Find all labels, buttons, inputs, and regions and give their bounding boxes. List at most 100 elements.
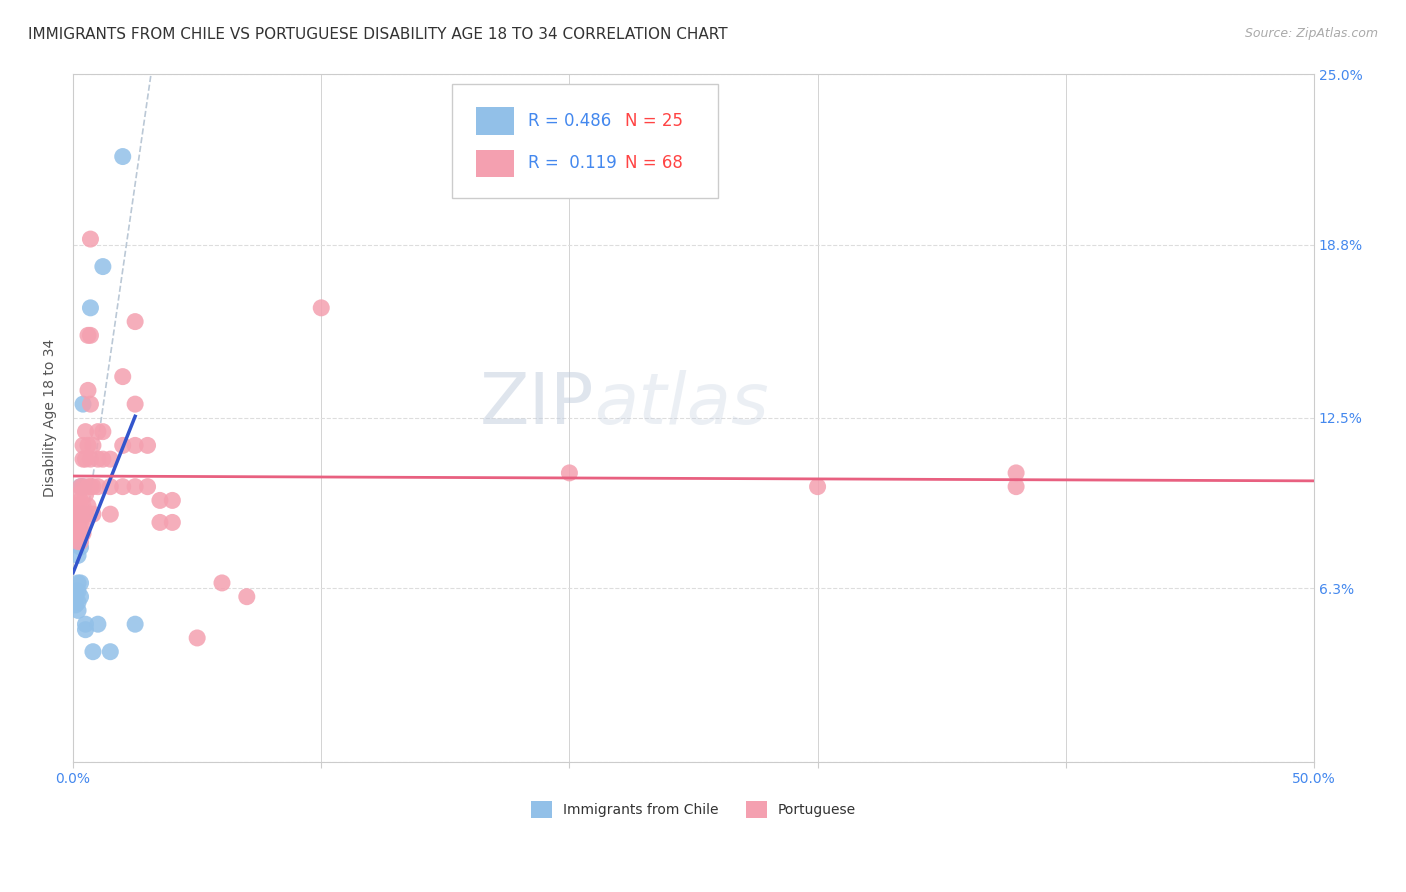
Point — [82, 645, 104, 659]
Point — [111, 438, 134, 452]
Point — [98, 480, 121, 494]
Point — [87, 452, 110, 467]
Point — [98, 645, 121, 659]
Point — [72, 397, 94, 411]
Point — [87, 480, 110, 494]
Point — [67, 507, 90, 521]
Point — [111, 369, 134, 384]
Point — [77, 384, 100, 398]
Point — [136, 438, 159, 452]
Legend: Immigrants from Chile, Portuguese: Immigrants from Chile, Portuguese — [526, 796, 862, 823]
Point — [65, 507, 87, 521]
Point — [67, 534, 90, 549]
Point — [79, 480, 101, 494]
Point — [77, 438, 100, 452]
Point — [1005, 480, 1028, 494]
Point — [72, 480, 94, 494]
Point — [558, 466, 581, 480]
Point — [77, 328, 100, 343]
Point — [72, 438, 94, 452]
FancyBboxPatch shape — [477, 107, 513, 135]
Point — [91, 452, 114, 467]
Text: R = 0.486: R = 0.486 — [529, 112, 612, 129]
Point — [79, 328, 101, 343]
Point — [67, 499, 90, 513]
Point — [67, 526, 90, 541]
Point — [124, 438, 146, 452]
Point — [72, 516, 94, 530]
Point — [67, 549, 90, 563]
Point — [72, 452, 94, 467]
Text: R =  0.119: R = 0.119 — [529, 154, 617, 172]
Point — [67, 488, 90, 502]
Point — [186, 631, 208, 645]
Point — [72, 526, 94, 541]
Point — [82, 480, 104, 494]
Point — [69, 590, 91, 604]
Point — [79, 452, 101, 467]
Point — [87, 617, 110, 632]
Text: N = 25: N = 25 — [626, 112, 683, 129]
Point — [65, 516, 87, 530]
Point — [69, 540, 91, 554]
Point — [1005, 466, 1028, 480]
Point — [82, 438, 104, 452]
Point — [79, 301, 101, 315]
Point — [77, 480, 100, 494]
Point — [149, 516, 172, 530]
FancyBboxPatch shape — [451, 85, 718, 198]
Text: N = 68: N = 68 — [626, 154, 683, 172]
Point — [65, 499, 87, 513]
Point — [75, 617, 97, 632]
Point — [806, 480, 828, 494]
Point — [124, 397, 146, 411]
Point — [236, 590, 259, 604]
Point — [72, 507, 94, 521]
Point — [65, 526, 87, 541]
Point — [67, 507, 90, 521]
Point — [67, 576, 90, 591]
Point — [309, 301, 332, 315]
Point — [124, 617, 146, 632]
Point — [91, 260, 114, 274]
Point — [149, 493, 172, 508]
Point — [75, 488, 97, 502]
Point — [75, 623, 97, 637]
Point — [69, 480, 91, 494]
Text: ZIP: ZIP — [479, 369, 595, 439]
Text: Source: ZipAtlas.com: Source: ZipAtlas.com — [1244, 27, 1378, 40]
Point — [69, 526, 91, 541]
Point — [69, 507, 91, 521]
Point — [91, 425, 114, 439]
Point — [65, 584, 87, 599]
Text: atlas: atlas — [595, 369, 769, 439]
Point — [72, 480, 94, 494]
Point — [77, 499, 100, 513]
Point — [162, 516, 184, 530]
Point — [65, 598, 87, 612]
Point — [87, 425, 110, 439]
Point — [111, 480, 134, 494]
Point — [211, 576, 233, 591]
Point — [67, 516, 90, 530]
Point — [69, 516, 91, 530]
Text: IMMIGRANTS FROM CHILE VS PORTUGUESE DISABILITY AGE 18 TO 34 CORRELATION CHART: IMMIGRANTS FROM CHILE VS PORTUGUESE DISA… — [28, 27, 728, 42]
Point — [162, 493, 184, 508]
Point — [75, 425, 97, 439]
Point — [67, 584, 90, 599]
Point — [67, 603, 90, 617]
Point — [69, 493, 91, 508]
Point — [65, 590, 87, 604]
Point — [124, 315, 146, 329]
Point — [82, 507, 104, 521]
Point — [67, 595, 90, 609]
Point — [98, 452, 121, 467]
Point — [98, 507, 121, 521]
Point — [79, 397, 101, 411]
Point — [75, 452, 97, 467]
Point — [75, 507, 97, 521]
Point — [69, 480, 91, 494]
Point — [111, 150, 134, 164]
Point — [79, 232, 101, 246]
Point — [69, 534, 91, 549]
